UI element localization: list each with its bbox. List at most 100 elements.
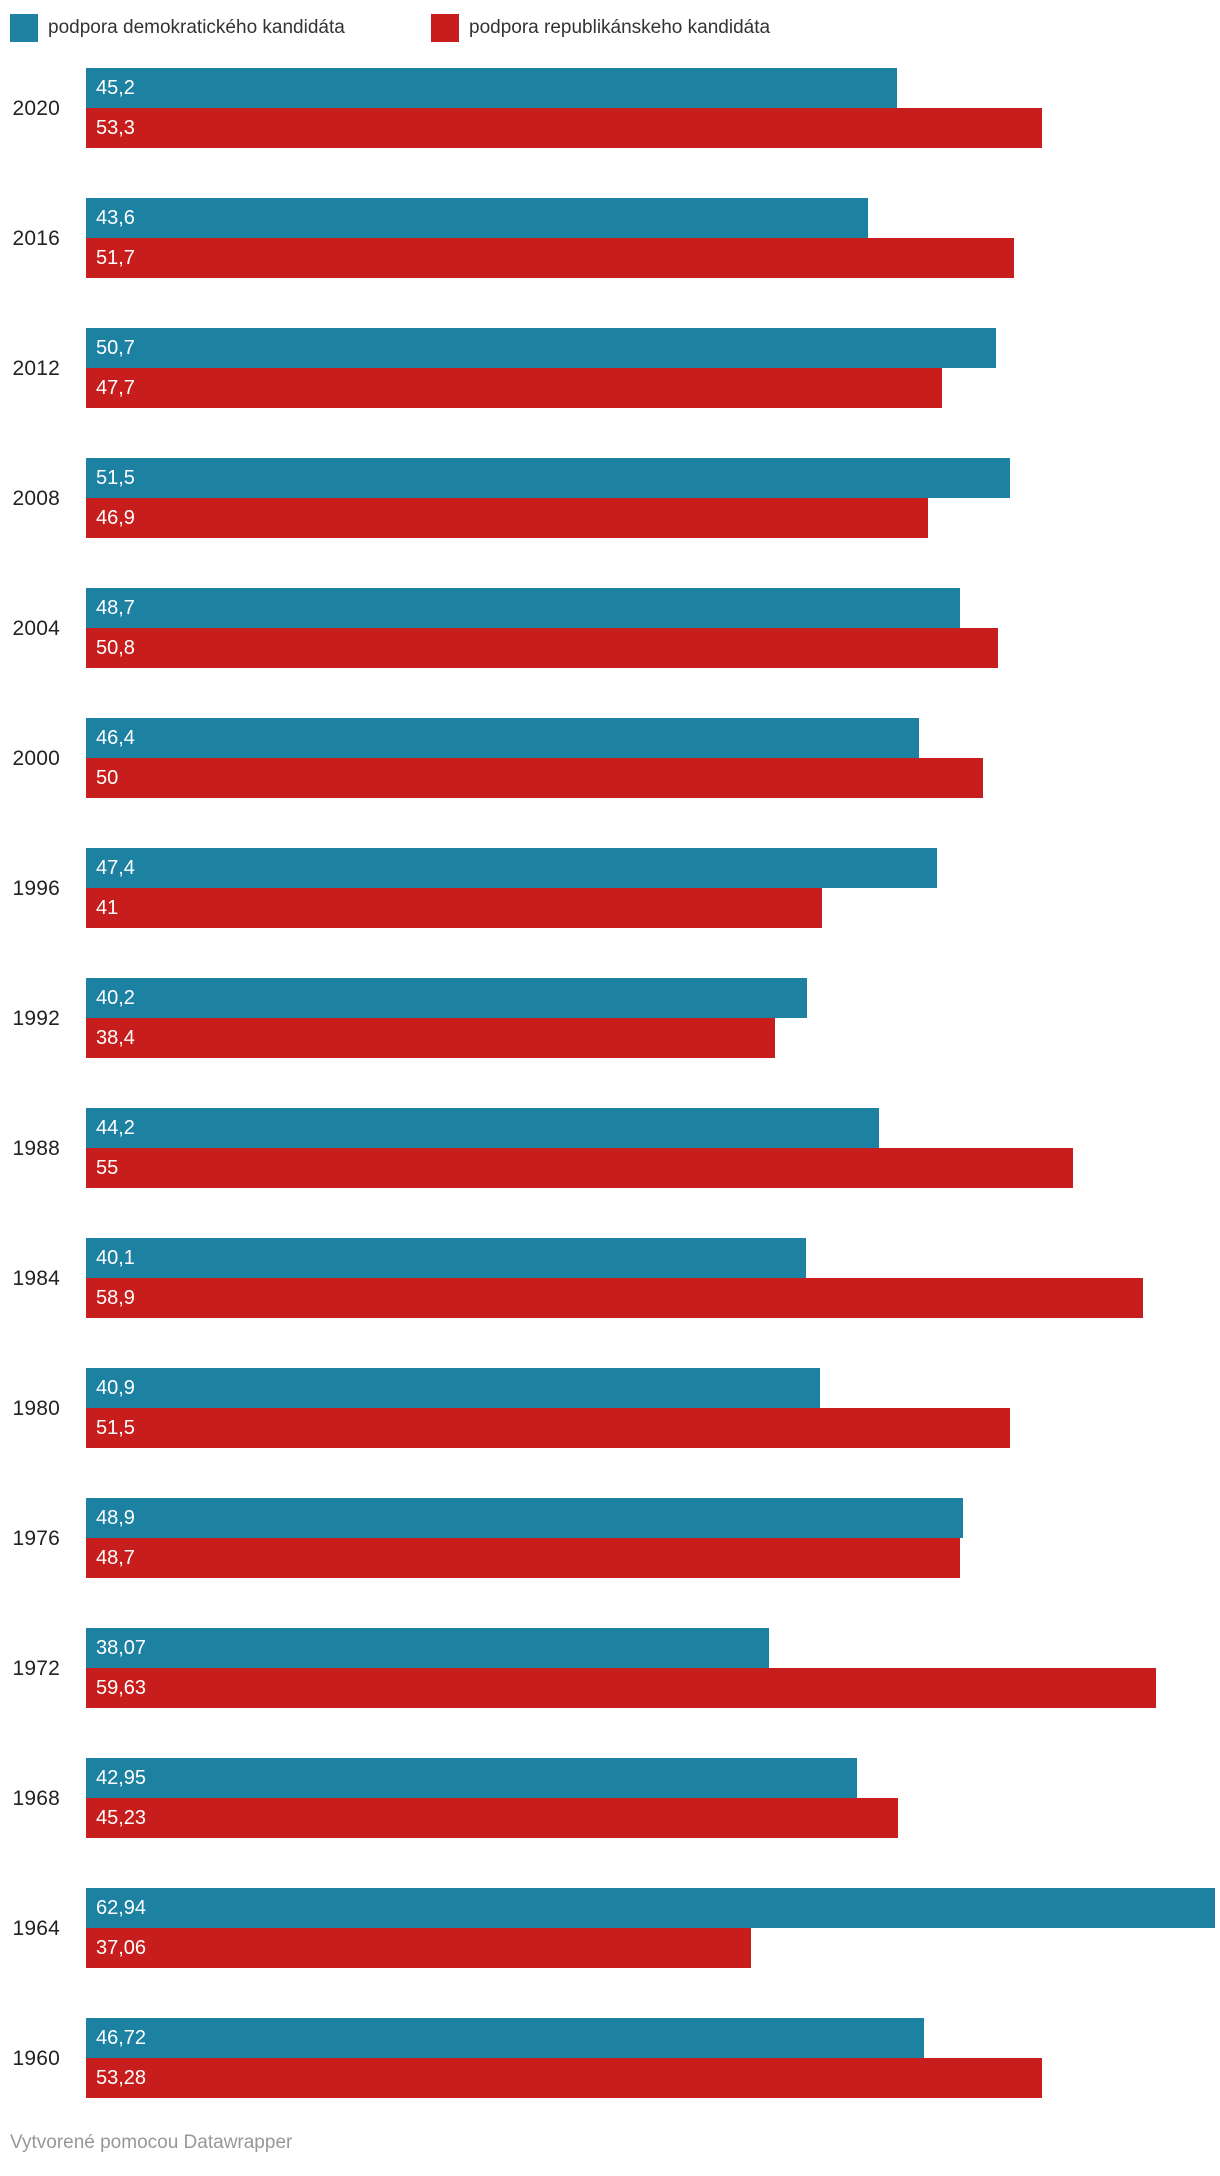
- bar-value-democratic: 42,95: [96, 1766, 147, 1789]
- year-group: 2020 45,2 53,3: [0, 68, 1220, 148]
- bar-pair: 40,9 51,5: [86, 1368, 1220, 1448]
- bar-democratic: 48,9: [86, 1498, 964, 1538]
- legend-item-republican: podpora republikánskeho kandidáta: [431, 14, 770, 42]
- bar-democratic: 40,2: [86, 978, 808, 1018]
- bar-republican: 38,4: [86, 1018, 775, 1058]
- bar-value-republican: 46,9: [96, 506, 135, 529]
- year-group: 2008 51,5 46,9: [0, 458, 1220, 538]
- bar-democratic: 48,7: [86, 588, 960, 628]
- year-group: 1972 38,07 59,63: [0, 1628, 1220, 1708]
- bar-democratic: 42,95: [86, 1758, 857, 1798]
- bar-value-democratic: 50,7: [96, 336, 135, 359]
- bar-pair: 62,94 37,06: [86, 1888, 1220, 1968]
- chart-body: 2020 45,2 53,3 2016 43,6 51,7 2012 50,7: [0, 68, 1220, 2098]
- year-group: 1960 46,72 53,28: [0, 2018, 1220, 2098]
- bar-democratic: 47,4: [86, 848, 937, 888]
- bar-value-republican: 50: [96, 766, 119, 789]
- bar-value-republican: 45,23: [96, 1806, 147, 1829]
- bar-republican: 37,06: [86, 1928, 751, 1968]
- bar-value-democratic: 40,2: [96, 986, 135, 1009]
- bar-republican: 45,23: [86, 1798, 898, 1838]
- year-label: 2020: [12, 96, 60, 120]
- bar-pair: 40,1 58,9: [86, 1238, 1220, 1318]
- bar-pair: 46,4 50: [86, 718, 1220, 798]
- legend-swatch-republican-icon: [431, 14, 459, 42]
- bar-pair: 46,72 53,28: [86, 2018, 1220, 2098]
- bar-democratic: 46,4: [86, 718, 919, 758]
- bar-republican: 53,3: [86, 108, 1043, 148]
- bar-pair: 50,7 47,7: [86, 328, 1220, 408]
- bar-democratic: 51,5: [86, 458, 1011, 498]
- bar-republican: 55: [86, 1148, 1073, 1188]
- bar-value-democratic: 38,07: [96, 1636, 147, 1659]
- bar-pair: 48,9 48,7: [86, 1498, 1220, 1578]
- bar-republican: 51,5: [86, 1408, 1011, 1448]
- bar-republican: 46,9: [86, 498, 928, 538]
- bar-value-democratic: 48,9: [96, 1506, 135, 1529]
- bar-democratic: 45,2: [86, 68, 898, 108]
- year-group: 2000 46,4 50: [0, 718, 1220, 798]
- bar-republican: 47,7: [86, 368, 942, 408]
- bar-republican: 48,7: [86, 1538, 960, 1578]
- bar-value-democratic: 48,7: [96, 596, 135, 619]
- bar-pair: 51,5 46,9: [86, 458, 1220, 538]
- bar-value-republican: 53,3: [96, 116, 135, 139]
- bar-democratic: 40,1: [86, 1238, 806, 1278]
- bar-pair: 47,4 41: [86, 848, 1220, 928]
- bar-republican: 51,7: [86, 238, 1014, 278]
- bar-republican: 53,28: [86, 2058, 1042, 2098]
- bar-value-democratic: 44,2: [96, 1116, 135, 1139]
- legend-item-democratic: podpora demokratického kandidáta: [10, 14, 431, 42]
- bar-democratic: 38,07: [86, 1628, 770, 1668]
- bar-pair: 38,07 59,63: [86, 1628, 1220, 1708]
- year-group: 1988 44,2 55: [0, 1108, 1220, 1188]
- bar-value-democratic: 40,1: [96, 1246, 135, 1269]
- year-group: 1968 42,95 45,23: [0, 1758, 1220, 1838]
- bar-democratic: 44,2: [86, 1108, 880, 1148]
- year-group: 1964 62,94 37,06: [0, 1888, 1220, 1968]
- legend-label-democratic: podpora demokratického kandidáta: [48, 17, 345, 38]
- bar-democratic: 62,94: [86, 1888, 1216, 1928]
- year-group: 1992 40,2 38,4: [0, 978, 1220, 1058]
- bar-republican: 59,63: [86, 1668, 1156, 1708]
- legend: podpora demokratického kandidáta podpora…: [0, 0, 1220, 42]
- year-group: 1976 48,9 48,7: [0, 1498, 1220, 1578]
- year-label: 2008: [12, 486, 60, 510]
- bar-value-democratic: 43,6: [96, 206, 135, 229]
- bar-value-democratic: 46,72: [96, 2026, 147, 2049]
- bar-pair: 45,2 53,3: [86, 68, 1220, 148]
- year-label: 2016: [12, 226, 60, 250]
- bar-republican: 41: [86, 888, 822, 928]
- bar-value-democratic: 47,4: [96, 856, 135, 879]
- year-label: 1968: [12, 1786, 60, 1810]
- year-label: 1960: [12, 2046, 60, 2070]
- year-label: 1964: [12, 1916, 60, 1940]
- bar-value-republican: 48,7: [96, 1546, 135, 1569]
- datawrapper-attribution-link[interactable]: Vytvorené pomocou Datawrapper: [10, 2132, 293, 2153]
- bar-republican: 50: [86, 758, 984, 798]
- bar-value-republican: 51,5: [96, 1416, 135, 1439]
- year-group: 2016 43,6 51,7: [0, 198, 1220, 278]
- bar-pair: 42,95 45,23: [86, 1758, 1220, 1838]
- bar-pair: 40,2 38,4: [86, 978, 1220, 1058]
- bar-value-republican: 51,7: [96, 246, 135, 269]
- bar-value-republican: 53,28: [96, 2066, 147, 2089]
- bar-democratic: 43,6: [86, 198, 869, 238]
- bar-value-republican: 38,4: [96, 1026, 135, 1049]
- year-label: 2012: [12, 356, 60, 380]
- year-label: 1972: [12, 1656, 60, 1680]
- year-label: 1988: [12, 1136, 60, 1160]
- bar-democratic: 50,7: [86, 328, 996, 368]
- bar-republican: 50,8: [86, 628, 998, 668]
- bar-value-republican: 41: [96, 896, 119, 919]
- bar-pair: 43,6 51,7: [86, 198, 1220, 278]
- bar-value-democratic: 46,4: [96, 726, 135, 749]
- bar-republican: 58,9: [86, 1278, 1143, 1318]
- year-label: 1976: [12, 1526, 60, 1550]
- year-group: 2012 50,7 47,7: [0, 328, 1220, 408]
- year-label: 1996: [12, 876, 60, 900]
- year-label: 1984: [12, 1266, 60, 1290]
- bar-value-democratic: 40,9: [96, 1376, 135, 1399]
- legend-swatch-democratic-icon: [10, 14, 38, 42]
